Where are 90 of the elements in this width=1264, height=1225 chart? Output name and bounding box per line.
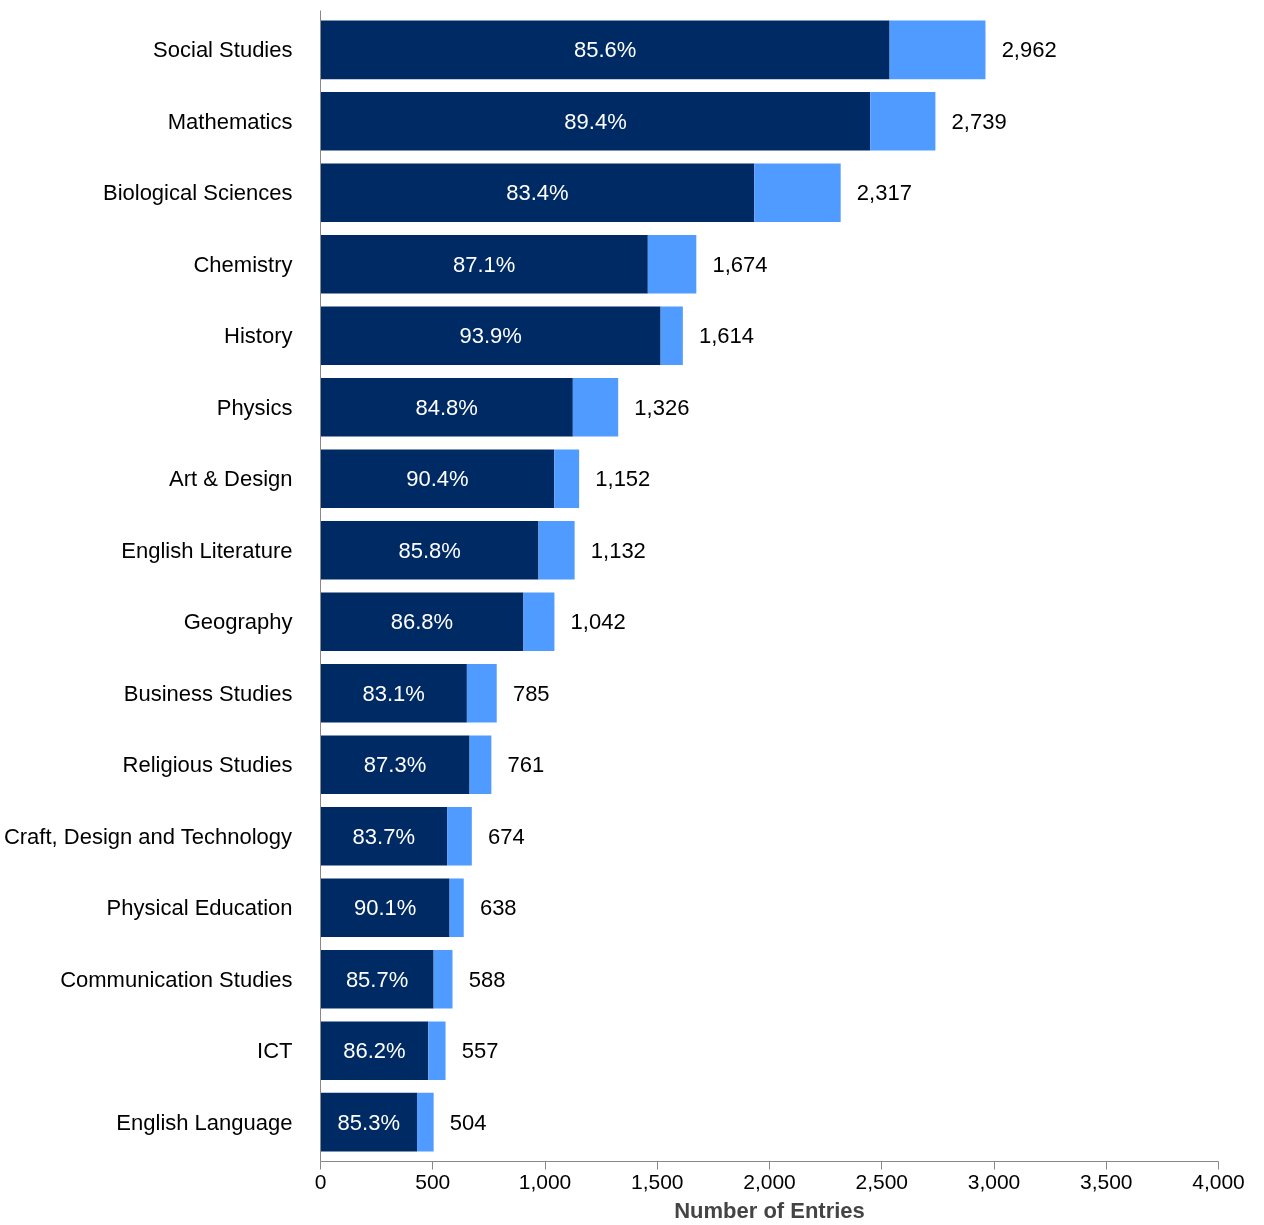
total-label: 785 bbox=[512, 680, 550, 706]
bar bbox=[433, 949, 453, 1009]
annotation: 87.1% bbox=[452, 251, 516, 277]
annotation: 85.6% bbox=[573, 37, 637, 63]
bar bbox=[320, 878, 450, 938]
bar bbox=[320, 592, 524, 652]
y-tick-label: English Literature bbox=[121, 537, 293, 563]
bar bbox=[449, 878, 464, 938]
bar bbox=[320, 92, 871, 151]
total-label: 504 bbox=[449, 1109, 487, 1135]
total-label: 1,042 bbox=[570, 609, 626, 635]
x-tick-label: 3,000 bbox=[967, 1169, 1021, 1193]
bar bbox=[466, 663, 497, 723]
bar bbox=[538, 520, 575, 580]
annotation: 90.4% bbox=[406, 466, 469, 492]
bar bbox=[554, 449, 580, 509]
x-tick-label: 1,500 bbox=[630, 1169, 684, 1193]
total-label: 2,317 bbox=[856, 180, 912, 206]
y-tick-label: Communication Studies bbox=[60, 966, 293, 992]
x-tick-label: 2,500 bbox=[855, 1169, 909, 1193]
annotation: 85.7% bbox=[345, 966, 409, 992]
total-label: 588 bbox=[468, 966, 506, 992]
y-tick-label: English Language bbox=[116, 1109, 293, 1135]
bar bbox=[428, 1021, 446, 1080]
y-tick-label: History bbox=[224, 323, 293, 349]
bar bbox=[572, 377, 619, 437]
y-tick-label: Biological Sciences bbox=[102, 180, 293, 206]
bar bbox=[320, 520, 539, 580]
total-label: 761 bbox=[507, 752, 545, 778]
bar bbox=[647, 234, 697, 294]
bar bbox=[320, 306, 661, 366]
annotation: 83.4% bbox=[506, 180, 569, 206]
bar bbox=[320, 377, 573, 437]
bar bbox=[447, 806, 472, 866]
annotation: 90.1% bbox=[353, 895, 417, 921]
bar bbox=[320, 735, 470, 795]
total-label: 1,674 bbox=[712, 251, 768, 277]
bar bbox=[469, 735, 492, 795]
x-tick-label: 500 bbox=[415, 1169, 451, 1193]
annotation: 86.8% bbox=[390, 609, 454, 635]
total-label: 1,614 bbox=[699, 323, 755, 349]
x-axis-title: Number of Entries bbox=[674, 1197, 865, 1223]
y-tick-label: Business Studies bbox=[123, 680, 293, 706]
total-label: 638 bbox=[479, 895, 517, 921]
y-tick-label: Chemistry bbox=[193, 251, 293, 277]
bar bbox=[320, 949, 434, 1009]
bar bbox=[320, 806, 448, 866]
total-label: 1,326 bbox=[634, 394, 690, 420]
y-tick-label: Social Studies bbox=[153, 37, 293, 63]
x-tick-label: 2,000 bbox=[743, 1169, 796, 1193]
y-tick-label: Geography bbox=[183, 609, 293, 635]
total-label: 674 bbox=[487, 823, 525, 849]
annotation: 86.2% bbox=[343, 1038, 406, 1064]
total-label: 2,739 bbox=[951, 108, 1007, 134]
x-tick-label: 4,000 bbox=[1192, 1169, 1245, 1193]
bar bbox=[320, 449, 555, 509]
annotation: 85.3% bbox=[337, 1109, 400, 1135]
bar bbox=[889, 20, 986, 80]
x-tick-label: 3,500 bbox=[1079, 1169, 1133, 1193]
bar bbox=[417, 1092, 434, 1152]
bar bbox=[320, 1092, 418, 1152]
y-tick-label: ICT bbox=[257, 1038, 293, 1064]
total-label: 2,962 bbox=[1001, 37, 1057, 63]
bar bbox=[320, 1021, 429, 1080]
annotation: 83.7% bbox=[352, 823, 416, 849]
bar bbox=[320, 163, 755, 223]
bar bbox=[320, 20, 890, 80]
y-tick-label: Physical Education bbox=[106, 895, 293, 921]
bar bbox=[523, 592, 555, 652]
annotation: 84.8% bbox=[415, 394, 478, 420]
bar bbox=[660, 306, 683, 366]
annotation: 93.9% bbox=[459, 323, 522, 349]
bar bbox=[754, 163, 841, 223]
y-tick-label: Craft, Design and Technology bbox=[3, 823, 293, 849]
bar bbox=[320, 663, 467, 723]
annotation: 83.1% bbox=[362, 680, 425, 706]
x-tick-label: 1,000 bbox=[518, 1169, 572, 1193]
y-tick-label: Religious Studies bbox=[122, 752, 293, 778]
annotation: 87.3% bbox=[363, 752, 427, 778]
total-label: 1,152 bbox=[595, 466, 651, 492]
y-tick-label: Physics bbox=[216, 394, 293, 420]
x-tick-label: 0 bbox=[314, 1169, 327, 1193]
y-tick-label: Art & Design bbox=[169, 466, 293, 492]
total-label: 557 bbox=[461, 1038, 499, 1064]
bar bbox=[870, 92, 936, 151]
annotation: 89.4% bbox=[564, 108, 627, 134]
annotation: 85.8% bbox=[398, 537, 461, 563]
y-tick-label: Mathematics bbox=[167, 108, 293, 134]
total-label: 1,132 bbox=[590, 537, 646, 563]
bar bbox=[320, 234, 648, 294]
